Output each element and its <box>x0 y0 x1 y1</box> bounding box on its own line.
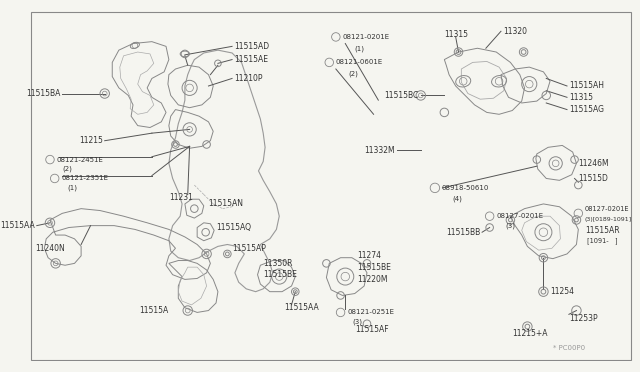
Text: 08918-50610: 08918-50610 <box>442 185 489 191</box>
Text: 11320: 11320 <box>503 27 527 36</box>
Text: 11515AF: 11515AF <box>355 325 388 334</box>
Text: (2): (2) <box>348 70 358 77</box>
Text: 08121-0601E: 08121-0601E <box>336 60 383 65</box>
Text: 11515D: 11515D <box>579 174 608 183</box>
Text: (1): (1) <box>67 185 77 191</box>
Text: 11231: 11231 <box>169 193 193 202</box>
Text: 11253P: 11253P <box>569 314 598 323</box>
Text: 11515A: 11515A <box>140 306 169 315</box>
Text: (3)[0189-1091]: (3)[0189-1091] <box>585 218 632 222</box>
Text: 11332M: 11332M <box>365 146 396 155</box>
Text: 08121-2451E: 08121-2451E <box>56 157 104 163</box>
Text: 11515AG: 11515AG <box>569 105 604 114</box>
Text: 11515BA: 11515BA <box>26 89 60 98</box>
Text: [1091-   ]: [1091- ] <box>587 237 618 244</box>
Text: 11246M: 11246M <box>579 159 609 168</box>
Text: 11515BE: 11515BE <box>358 263 392 272</box>
Text: 11515AA: 11515AA <box>0 221 35 230</box>
Text: 11315: 11315 <box>444 30 468 39</box>
FancyBboxPatch shape <box>31 12 631 360</box>
Text: 08121-0251E: 08121-0251E <box>347 310 394 315</box>
Text: 08121-2351E: 08121-2351E <box>61 176 108 182</box>
Text: 11515BE: 11515BE <box>263 270 297 279</box>
Text: 11515AE: 11515AE <box>234 55 268 64</box>
Text: 11515AQ: 11515AQ <box>216 223 251 232</box>
Text: 11515AP: 11515AP <box>232 244 266 253</box>
Text: 11274: 11274 <box>358 251 381 260</box>
Text: 11515AD: 11515AD <box>234 42 269 51</box>
Text: 08121-0201E: 08121-0201E <box>342 34 390 40</box>
Text: 11515AR: 11515AR <box>585 226 620 235</box>
Text: 11515AA: 11515AA <box>284 303 319 312</box>
Text: 11215: 11215 <box>79 136 103 145</box>
Text: 11515BB: 11515BB <box>446 228 480 237</box>
Text: 11254: 11254 <box>550 287 574 296</box>
Text: 11515BC: 11515BC <box>385 91 419 100</box>
Text: 11350R: 11350R <box>263 259 292 268</box>
Text: (1): (1) <box>355 45 365 51</box>
Text: (2): (2) <box>62 166 72 172</box>
Text: 08127-0201E: 08127-0201E <box>496 213 543 219</box>
Text: 11215+A: 11215+A <box>512 329 548 338</box>
Text: (3): (3) <box>352 318 362 325</box>
Text: 11515AH: 11515AH <box>569 81 604 90</box>
Text: 08127-0201E: 08127-0201E <box>585 206 629 212</box>
Text: * PC00P0: * PC00P0 <box>553 345 585 351</box>
Text: 11515AN: 11515AN <box>209 199 243 208</box>
Text: (3): (3) <box>506 222 516 229</box>
Text: 11240N: 11240N <box>35 244 65 253</box>
Text: 11220M: 11220M <box>358 275 388 284</box>
Text: 11210P: 11210P <box>234 74 262 83</box>
Text: (4): (4) <box>452 196 462 202</box>
Text: 11315: 11315 <box>569 93 593 102</box>
